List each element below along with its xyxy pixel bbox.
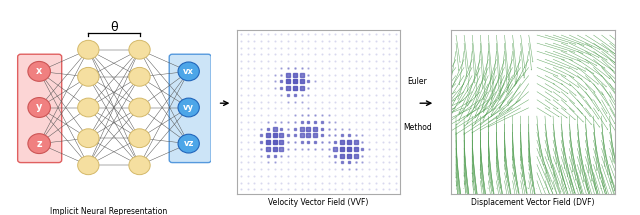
Circle shape xyxy=(28,61,51,81)
Circle shape xyxy=(129,156,150,175)
Text: Euler: Euler xyxy=(408,77,427,86)
Circle shape xyxy=(77,68,99,86)
Text: Method: Method xyxy=(403,123,431,132)
Circle shape xyxy=(77,98,99,117)
Circle shape xyxy=(129,68,150,86)
Text: θ: θ xyxy=(110,21,118,34)
X-axis label: Velocity Vector Field (VVF): Velocity Vector Field (VVF) xyxy=(268,198,369,207)
Circle shape xyxy=(28,98,51,117)
Circle shape xyxy=(77,129,99,147)
Text: y: y xyxy=(36,103,42,112)
X-axis label: Displacement Vector Field (DVF): Displacement Vector Field (DVF) xyxy=(471,198,595,207)
Circle shape xyxy=(178,134,199,153)
FancyBboxPatch shape xyxy=(18,54,61,163)
Text: vy: vy xyxy=(183,103,194,112)
Circle shape xyxy=(178,62,199,81)
Circle shape xyxy=(129,98,150,117)
Circle shape xyxy=(28,134,51,154)
FancyBboxPatch shape xyxy=(169,54,211,163)
Circle shape xyxy=(77,156,99,175)
Circle shape xyxy=(77,40,99,59)
Circle shape xyxy=(129,129,150,147)
Text: z: z xyxy=(36,139,42,149)
Circle shape xyxy=(129,40,150,59)
Text: vx: vx xyxy=(183,67,194,76)
Text: Implicit Neural Representation: Implicit Neural Representation xyxy=(50,207,168,215)
Circle shape xyxy=(178,98,199,117)
Text: vz: vz xyxy=(184,139,194,148)
Text: x: x xyxy=(36,66,42,76)
